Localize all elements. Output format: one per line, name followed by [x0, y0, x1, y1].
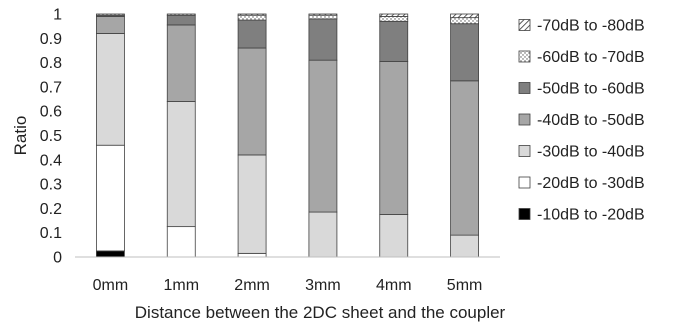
bar-segment — [450, 13, 479, 19]
bar-segment — [450, 17, 479, 25]
legend-label: -30dB to -40dB — [537, 144, 645, 161]
x-tick-label: 0mm — [93, 277, 129, 294]
x-tick-label: 1mm — [163, 277, 199, 294]
legend-swatch — [518, 82, 531, 94]
legend-label: -40dB to -50dB — [537, 112, 645, 129]
bar-segment — [96, 250, 125, 258]
bar-segment — [237, 154, 267, 254]
legend-swatch — [518, 145, 531, 157]
y-tick-label: 0.1 — [40, 225, 62, 242]
legend-label: -50dB to -60dB — [537, 81, 645, 98]
legend-swatch — [518, 19, 531, 31]
legend-swatch — [518, 50, 531, 63]
y-tick-label: 0.4 — [40, 152, 62, 169]
bar-segment — [379, 16, 409, 22]
legend-label: -70dB to -80dB — [537, 18, 645, 35]
bar-segment — [308, 18, 338, 61]
bar-segment — [308, 13, 338, 16]
bar-segment — [308, 59, 338, 213]
legend-label: -20dB to -30dB — [537, 175, 645, 192]
legend-swatch — [518, 208, 531, 220]
bar-segment — [96, 144, 125, 252]
bar-segment — [379, 20, 409, 62]
x-tick-label: 5mm — [447, 277, 483, 294]
y-tick-label: 0.8 — [40, 55, 62, 72]
bar-segment — [96, 33, 125, 146]
bar-segment — [308, 211, 338, 258]
bar-segment — [379, 13, 409, 17]
y-tick-label: 1 — [53, 7, 62, 24]
bar-segment — [450, 234, 479, 258]
legend-label: -10dB to -20dB — [537, 207, 645, 224]
bar-segment — [308, 14, 338, 20]
bar-segment — [166, 14, 196, 26]
x-tick-label: 2mm — [234, 277, 270, 294]
x-axis-ticks: 0mm 1mm 2mm 3mm 4mm 5mm — [93, 277, 483, 294]
y-tick-label: 0.6 — [40, 104, 62, 121]
x-axis-title: Distance between the 2DC sheet and the c… — [135, 303, 506, 322]
y-tick-label: 0 — [53, 250, 62, 267]
y-tick-label: 0.7 — [40, 79, 62, 96]
bar-segment — [96, 13, 125, 16]
legend-swatch — [518, 176, 531, 189]
bar-segment — [379, 214, 409, 258]
y-tick-label: 0.2 — [40, 201, 62, 218]
bar-segment — [450, 23, 479, 82]
x-tick-label: 4mm — [376, 277, 412, 294]
bar-segment — [237, 14, 267, 21]
y-tick-label: 0.5 — [40, 128, 62, 145]
y-axis-title: Ratio — [11, 116, 30, 156]
bars-group — [96, 13, 479, 258]
bar-segment — [379, 60, 409, 215]
bar-segment — [450, 80, 479, 236]
bar-segment — [237, 13, 267, 16]
bar-segment — [166, 13, 196, 16]
legend-label: -60dB to -70dB — [537, 49, 645, 66]
bar-segment — [166, 24, 196, 102]
legend: -70dB to -80dB -60dB to -70dB -50dB to -60… — [518, 18, 645, 224]
bar-segment — [237, 252, 267, 258]
bar-segment — [166, 226, 196, 258]
y-tick-label: 0.9 — [40, 31, 62, 48]
y-axis-ticks: 0 0.1 0.2 0.3 0.4 0.5 0.6 0.7 0.8 0.9 1 — [40, 7, 62, 267]
bar-segment — [96, 16, 125, 34]
legend-swatch — [518, 113, 531, 126]
y-tick-label: 0.3 — [40, 177, 62, 194]
x-tick-label: 3mm — [305, 277, 341, 294]
bar-segment — [237, 47, 267, 156]
bar-segment — [237, 19, 267, 49]
bar-segment — [166, 101, 196, 228]
